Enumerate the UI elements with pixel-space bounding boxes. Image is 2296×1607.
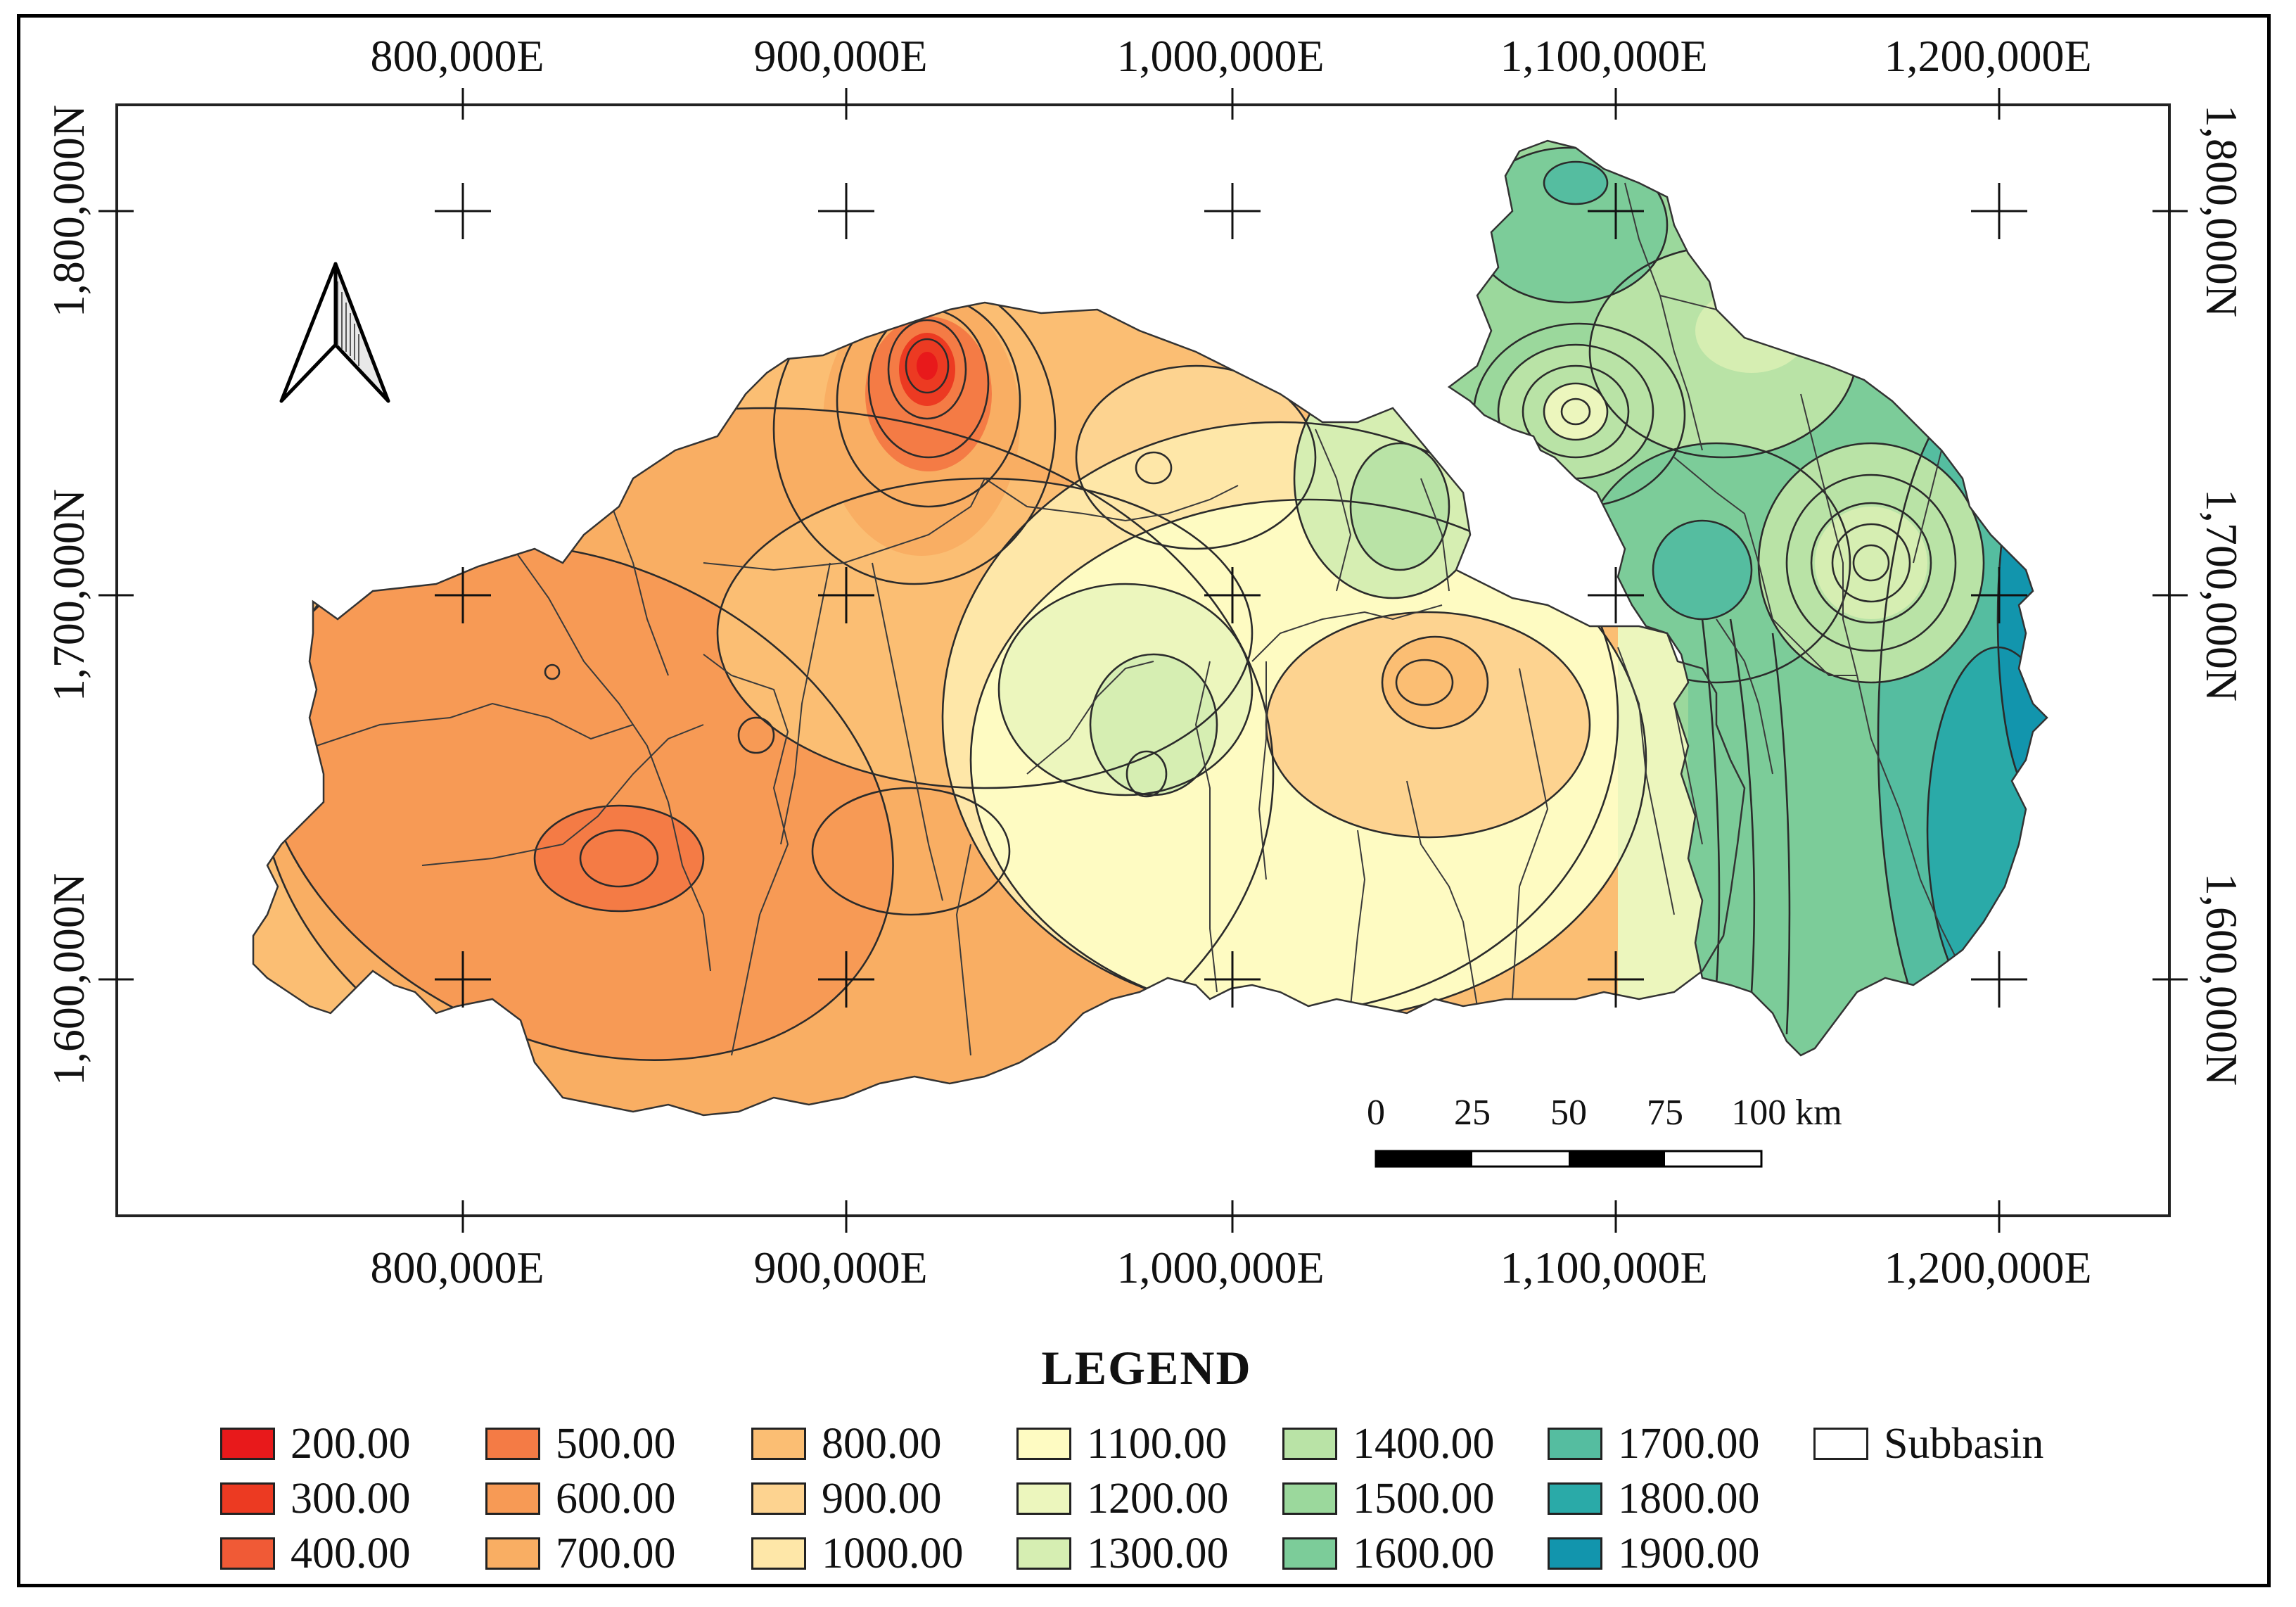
legend-label: 300.00	[291, 1474, 411, 1523]
legend-label: 900.00	[822, 1474, 942, 1523]
northing-label-left: 1,700,000N	[44, 488, 94, 702]
easting-label-top: 900,000E	[753, 31, 928, 81]
legend-item: 1200.00	[1016, 1474, 1229, 1523]
northing-label-left: 1,600,000N	[44, 872, 94, 1086]
map-frame	[17, 14, 2271, 1587]
north-arrow-icon	[279, 262, 390, 403]
legend-item: 1400.00	[1282, 1419, 1495, 1468]
northing-label-left: 1,800,000N	[44, 104, 94, 318]
legend-swatch	[485, 1428, 540, 1460]
easting-label-bottom: 1,200,000E	[1884, 1243, 2092, 1292]
legend-item: 700.00	[485, 1529, 676, 1578]
legend-item-subbasin: Subbasin	[1813, 1419, 2043, 1468]
legend-item: 300.00	[220, 1474, 411, 1523]
edge-ticks	[98, 88, 2188, 1233]
easting-label-bottom: 1,000,000E	[1116, 1243, 1325, 1292]
legend-swatch	[751, 1482, 806, 1515]
legend-swatch	[1016, 1537, 1071, 1570]
region-outlines	[252, 139, 2048, 1117]
easting-label-top: 1,100,000E	[1500, 31, 1708, 81]
legend-item: 1800.00	[1548, 1474, 1760, 1523]
legend-item: 800.00	[751, 1419, 942, 1468]
easting-label-bottom: 900,000E	[753, 1243, 928, 1292]
legend-label: 1400.00	[1353, 1419, 1495, 1468]
easting-label-bottom: 1,100,000E	[1500, 1243, 1708, 1292]
west-region-zones	[253, 303, 1745, 1115]
legend-swatch	[485, 1482, 540, 1515]
legend-label: 200.00	[291, 1419, 411, 1468]
legend-label: 1300.00	[1087, 1529, 1229, 1577]
scale-label: 75	[1647, 1093, 1683, 1133]
legend-item: 1700.00	[1548, 1419, 1760, 1468]
legend-label: 500.00	[556, 1419, 676, 1468]
legend-swatch	[1016, 1482, 1071, 1515]
legend-swatch	[1548, 1537, 1602, 1570]
scale-label: 0	[1367, 1093, 1385, 1133]
northing-label-right: 1,800,000N	[2197, 104, 2247, 318]
legend-label: 600.00	[556, 1474, 676, 1523]
subbasin-boundaries	[316, 182, 1963, 1056]
legend-label: 400.00	[291, 1529, 411, 1577]
legend-item: 1300.00	[1016, 1529, 1229, 1578]
legend-swatch	[751, 1537, 806, 1570]
legend-swatch	[220, 1482, 275, 1515]
legend-title: LEGEND	[1041, 1341, 1252, 1395]
legend-label: 1000.00	[822, 1529, 964, 1577]
scale-bar	[1375, 1150, 1763, 1168]
legend-item: 600.00	[485, 1474, 676, 1523]
legend-label: 1200.00	[1087, 1474, 1229, 1523]
legend-swatch	[1016, 1428, 1071, 1460]
legend-swatch	[220, 1537, 275, 1570]
legend-swatch	[1282, 1537, 1337, 1570]
easting-label-top: 1,000,000E	[1116, 31, 1325, 81]
legend-swatch	[1548, 1428, 1602, 1460]
legend-swatch	[1282, 1482, 1337, 1515]
legend-swatch	[1282, 1428, 1337, 1460]
legend-item: 1500.00	[1282, 1474, 1495, 1523]
legend-label: 1500.00	[1353, 1474, 1495, 1523]
easting-label-top: 800,000E	[370, 31, 544, 81]
legend-item: 1000.00	[751, 1529, 964, 1578]
legend-item: 1900.00	[1548, 1529, 1760, 1578]
legend-label: 1100.00	[1087, 1419, 1227, 1468]
legend-label: 1600.00	[1353, 1529, 1495, 1577]
scale-label: 100 km	[1731, 1093, 1842, 1133]
grid-cross	[435, 183, 2027, 1008]
legend-label: Subbasin	[1884, 1419, 2044, 1468]
legend-swatch	[1548, 1482, 1602, 1515]
legend-item: 1100.00	[1016, 1419, 1227, 1468]
legend-swatch	[1813, 1428, 1868, 1460]
legend-label: 1900.00	[1618, 1529, 1760, 1577]
legend-item: 900.00	[751, 1474, 942, 1523]
easting-label-top: 1,200,000E	[1884, 31, 2092, 81]
graticule	[98, 88, 2188, 1233]
legend-item: 1600.00	[1282, 1529, 1495, 1578]
legend-label: 800.00	[822, 1419, 942, 1468]
legend-label: 1800.00	[1618, 1474, 1760, 1523]
legend-item: 500.00	[485, 1419, 676, 1468]
legend-swatch	[220, 1428, 275, 1460]
northing-label-right: 1,700,000N	[2197, 488, 2247, 702]
legend-swatch	[485, 1537, 540, 1570]
legend-label: 700.00	[556, 1529, 676, 1577]
legend-label: 1700.00	[1618, 1419, 1760, 1468]
northing-label-right: 1,600,000N	[2197, 872, 2247, 1086]
legend-item: 200.00	[220, 1419, 411, 1468]
easting-label-bottom: 800,000E	[370, 1243, 544, 1292]
scale-label: 25	[1454, 1093, 1491, 1133]
legend-swatch	[751, 1428, 806, 1460]
scale-label: 50	[1550, 1093, 1587, 1133]
legend-item: 400.00	[220, 1529, 411, 1578]
